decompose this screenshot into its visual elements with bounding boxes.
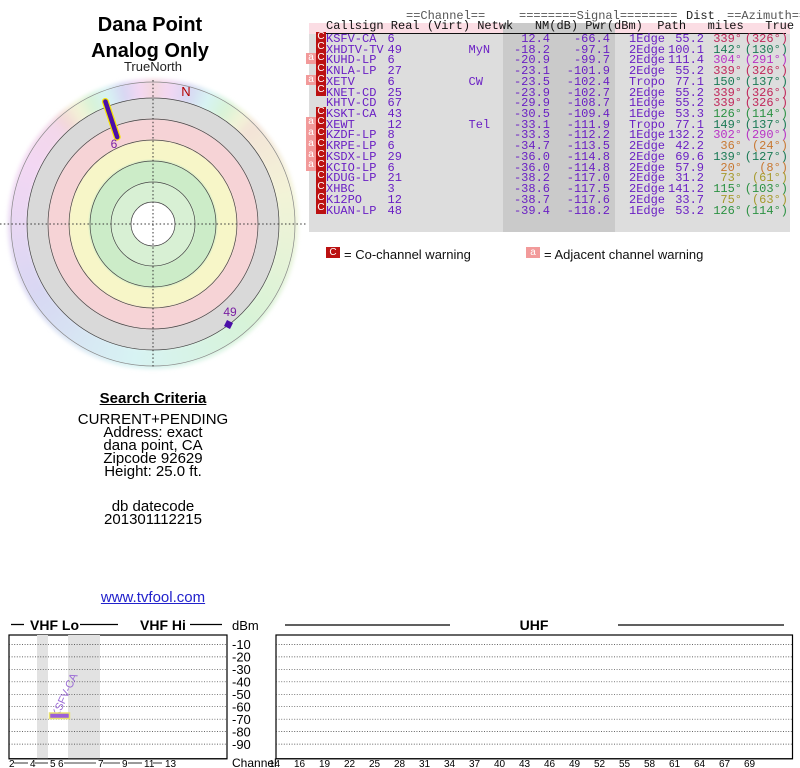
svg-text:-90: -90 [232,737,251,752]
svg-text:69: 69 [744,759,756,768]
svg-text:13: 13 [165,759,177,768]
svg-text:19: 19 [319,759,331,768]
svg-text:14: 14 [269,759,281,768]
svg-text:28: 28 [394,759,406,768]
svg-text:16: 16 [294,759,306,768]
svg-text:67: 67 [719,759,731,768]
svg-text:6: 6 [58,759,64,768]
svg-text:55: 55 [619,759,631,768]
svg-text:4: 4 [30,759,36,768]
svg-text:61: 61 [669,759,681,768]
svg-text:64: 64 [694,759,706,768]
svg-text:49: 49 [223,305,237,319]
svg-text:40: 40 [494,759,506,768]
svg-text:VHF Lo: VHF Lo [30,617,79,633]
svg-text:37: 37 [469,759,481,768]
svg-text:9: 9 [122,759,128,768]
svg-text:UHF: UHF [520,617,549,633]
svg-text:34: 34 [444,759,456,768]
svg-text:2: 2 [9,759,15,768]
svg-text:VHF Hi: VHF Hi [140,617,186,633]
svg-text:TrueNorth: TrueNorth [124,59,182,74]
svg-text:46: 46 [544,759,556,768]
svg-text:7: 7 [98,759,104,768]
svg-text:dBm: dBm [232,618,259,633]
svg-text:11: 11 [144,759,155,768]
svg-text:58: 58 [644,759,656,768]
svg-text:49: 49 [569,759,581,768]
svg-text:6: 6 [111,137,118,151]
svg-text:43: 43 [519,759,531,768]
svg-text:N: N [181,84,190,99]
svg-text:52: 52 [594,759,606,768]
svg-text:5: 5 [50,759,56,768]
svg-text:31: 31 [419,759,431,768]
svg-text:22: 22 [344,759,356,768]
svg-text:25: 25 [369,759,381,768]
